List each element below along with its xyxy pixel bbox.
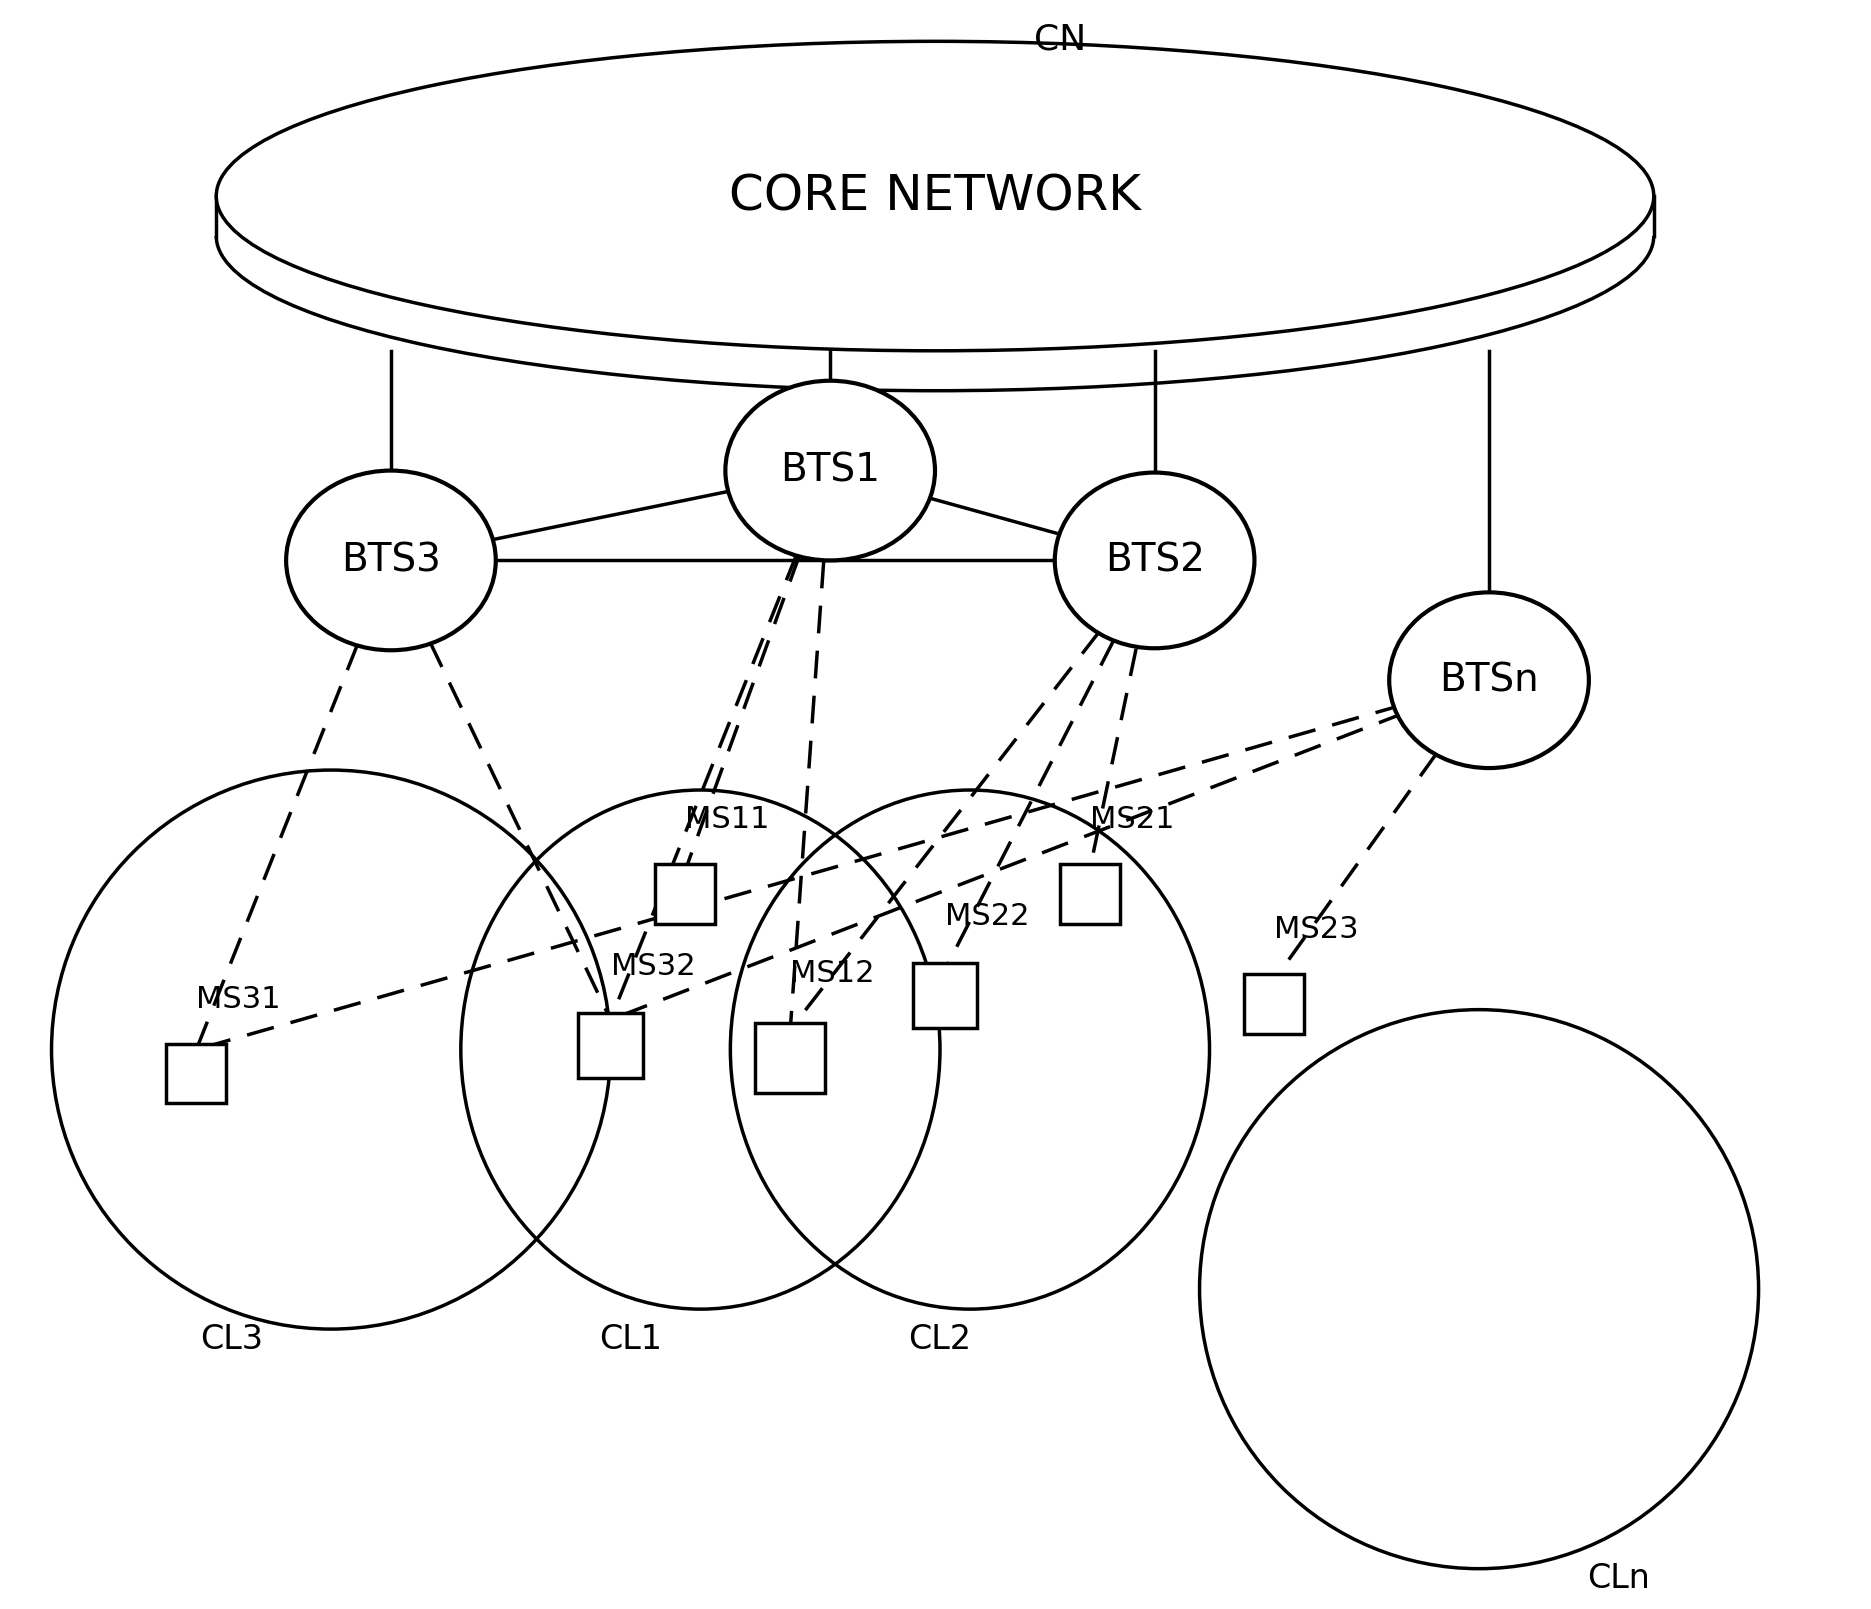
Text: MS23: MS23 (1274, 916, 1358, 944)
Bar (1244, 973, 1304, 1033)
Text: CL2: CL2 (909, 1323, 971, 1355)
Bar (578, 1014, 644, 1078)
Text: CLn: CLn (1587, 1562, 1650, 1595)
Text: BTS3: BTS3 (341, 541, 442, 579)
Text: CN: CN (1033, 23, 1085, 56)
Text: CORE NETWORK: CORE NETWORK (730, 172, 1141, 220)
Text: MS32: MS32 (610, 951, 696, 981)
Bar (1059, 864, 1119, 924)
Text: MS22: MS22 (945, 901, 1029, 930)
Ellipse shape (217, 42, 1654, 351)
Bar (655, 864, 715, 924)
Ellipse shape (1388, 592, 1588, 767)
Text: MS21: MS21 (1089, 804, 1175, 833)
Text: MS12: MS12 (790, 959, 876, 988)
Ellipse shape (1055, 473, 1254, 648)
Ellipse shape (726, 381, 936, 560)
Ellipse shape (286, 470, 496, 650)
Text: CL3: CL3 (200, 1323, 262, 1355)
Text: BTSn: BTSn (1439, 661, 1538, 700)
Text: MS31: MS31 (196, 985, 281, 1014)
Text: BTS1: BTS1 (780, 452, 879, 489)
Bar (756, 1023, 825, 1093)
Bar (913, 964, 977, 1028)
Text: CL1: CL1 (599, 1323, 662, 1355)
Text: BTS2: BTS2 (1104, 541, 1205, 579)
Text: MS11: MS11 (685, 804, 771, 833)
Bar (167, 1044, 226, 1104)
